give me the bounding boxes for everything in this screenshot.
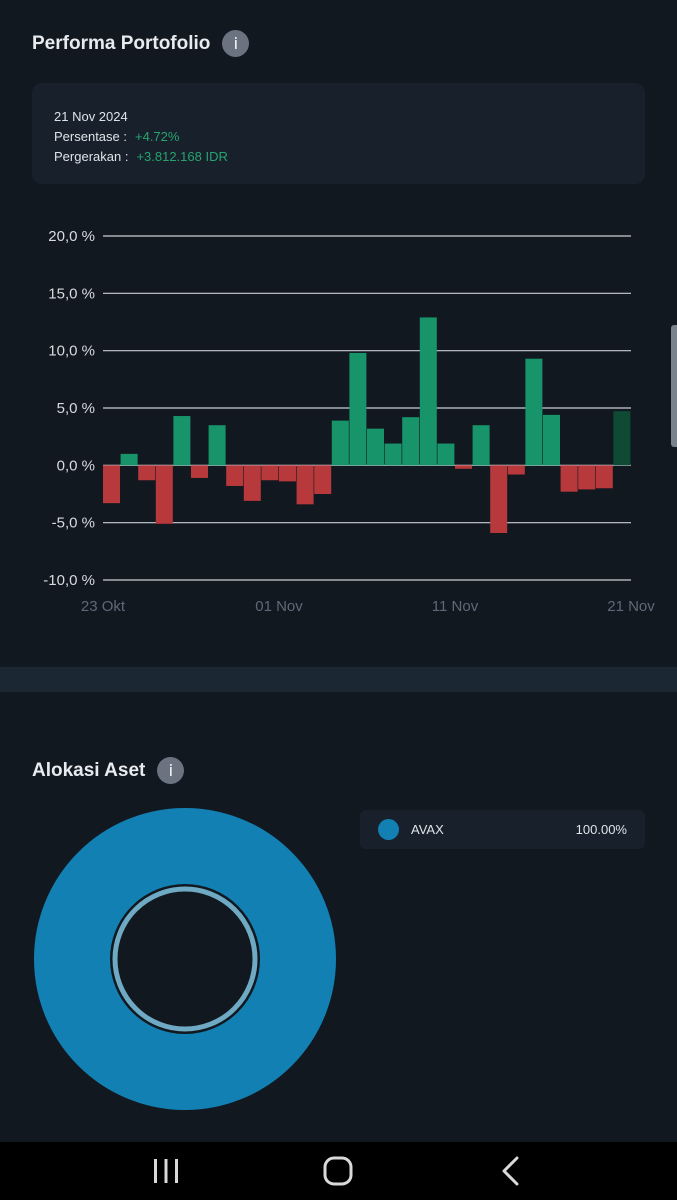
y-tick-label: 15,0 %	[48, 285, 95, 302]
tooltip-date: 21 Nov 2024	[54, 109, 128, 124]
performance-title: Performa Portofolio i	[32, 30, 250, 57]
section-divider	[0, 667, 677, 692]
bar[interactable]	[613, 411, 631, 466]
y-tick-label: 20,0 %	[48, 228, 95, 245]
donut-inner-ring	[112, 886, 258, 1032]
bar[interactable]	[472, 425, 490, 466]
chart-tooltip-card: 21 Nov 2024 Persentase : +4.72% Pergeraka…	[32, 83, 645, 184]
recent-apps-icon	[154, 1159, 179, 1183]
system-navigation-bar	[0, 1142, 677, 1200]
legend-item-avax[interactable]: AVAX 100.00%	[360, 810, 645, 849]
allocation-title: Alokasi Aset i	[32, 757, 185, 784]
bar[interactable]	[208, 425, 226, 466]
bar[interactable]	[331, 420, 349, 466]
home-icon	[323, 1156, 353, 1186]
back-button[interactable]	[481, 1151, 541, 1191]
bar[interactable]	[296, 465, 314, 505]
y-tick-label: -5,0 %	[52, 515, 95, 532]
x-tick-label: 21 Nov	[607, 598, 655, 615]
bar[interactable]	[419, 317, 437, 466]
bar[interactable]	[138, 465, 156, 481]
bar[interactable]	[349, 352, 367, 466]
legend-asset-percent: 100.00%	[575, 822, 627, 837]
bar[interactable]	[279, 465, 296, 482]
info-icon[interactable]: i	[222, 30, 250, 57]
y-tick-label: 10,0 %	[48, 343, 95, 360]
bar[interactable]	[490, 465, 508, 533]
tooltip-movement-row: Pergerakan : +3.812.168 IDR	[54, 147, 623, 167]
info-icon[interactable]: i	[157, 757, 185, 784]
allocation-donut-chart[interactable]	[34, 808, 336, 1110]
tooltip-percent-value: +4.72%	[135, 129, 180, 144]
bar[interactable]	[173, 416, 191, 466]
bar[interactable]	[155, 465, 173, 524]
bar[interactable]	[120, 453, 138, 466]
bar[interactable]	[367, 428, 384, 466]
tooltip-movement-value: +3.812.168 IDR	[136, 149, 228, 164]
bar[interactable]	[261, 465, 279, 481]
bar[interactable]	[507, 465, 525, 475]
legend-color-dot	[378, 819, 399, 840]
bar[interactable]	[191, 465, 208, 478]
bar[interactable]	[455, 465, 472, 469]
bar[interactable]	[595, 465, 613, 489]
tooltip-percent-label: Persentase :	[54, 129, 127, 144]
recent-apps-button[interactable]	[136, 1151, 196, 1191]
y-tick-label: 0,0 %	[57, 457, 95, 474]
performance-bar-chart[interactable]: 20,0 % 15,0 % 10,0 % 5,0 % 0,0 % -5,0 % -10,0 …	[0, 210, 677, 630]
y-tick-label: 5,0 %	[57, 400, 95, 417]
bar[interactable]	[243, 465, 261, 501]
x-tick-label: 11 Nov	[432, 598, 479, 615]
donut-slice-avax[interactable]	[34, 808, 336, 1110]
legend-asset-name: AVAX	[411, 822, 444, 837]
y-tick-label: -10,0 %	[43, 572, 95, 589]
x-tick-label: 23 Okt	[81, 598, 126, 615]
bar[interactable]	[103, 465, 120, 504]
bar[interactable]	[402, 417, 420, 466]
tooltip-percent-row: Persentase : +4.72%	[54, 127, 623, 147]
bar[interactable]	[384, 443, 402, 466]
bar[interactable]	[543, 414, 560, 466]
allocation-title-text: Alokasi Aset	[32, 759, 146, 781]
bar[interactable]	[437, 443, 455, 466]
home-button[interactable]	[308, 1151, 368, 1191]
tooltip-movement-label: Pergerakan :	[54, 149, 129, 164]
bar[interactable]	[226, 465, 244, 486]
performance-title-text: Performa Portofolio	[32, 32, 211, 54]
back-chevron-icon	[502, 1156, 519, 1186]
bar[interactable]	[314, 465, 332, 494]
bar[interactable]	[578, 465, 596, 490]
x-tick-label: 01 Nov	[255, 598, 303, 615]
bar[interactable]	[525, 358, 543, 466]
bar[interactable]	[560, 465, 578, 492]
scrollbar-handle[interactable]	[671, 325, 677, 447]
